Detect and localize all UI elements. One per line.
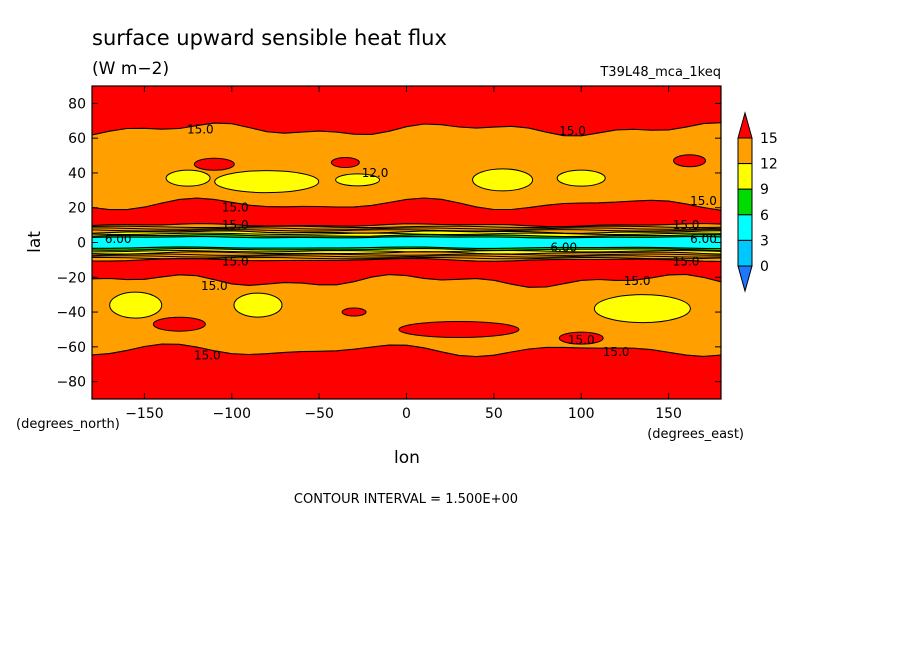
equatorial-contour-line: [92, 256, 721, 260]
x-tick-label: 50: [485, 406, 503, 422]
x-axis: −150 −100 −50 0 50 100 150: [125, 86, 682, 422]
band-equator: [92, 235, 721, 250]
equatorial-contour-line: [92, 253, 721, 256]
colorbar-label: 12: [760, 157, 778, 173]
contour-value-label: 15.0: [624, 274, 651, 288]
contour-value-label: 12.0: [362, 166, 389, 180]
colorbar-label: 6: [760, 208, 769, 224]
contour-value-label: 6.00: [550, 241, 577, 255]
sh-blob-yellow: [233, 292, 283, 318]
colorbar-segment: [737, 188, 753, 216]
equatorial-contour-line: [92, 225, 721, 229]
contour-blobs: [109, 154, 707, 345]
colorbar-label: 9: [760, 182, 769, 198]
y-axis-label: lat: [25, 231, 45, 253]
colorbar-segment: [737, 214, 753, 241]
contour-value-label: 15.0: [194, 349, 221, 363]
y-tick-label: 60: [68, 131, 86, 147]
y-tick-label: −20: [56, 270, 86, 286]
contour-value-label: 15.0: [201, 279, 228, 293]
nh-blob-red: [330, 157, 360, 169]
nh-blob-yellow: [335, 173, 381, 187]
colorbar-legend: 15 12 9 6 3 0: [737, 111, 778, 293]
nh-blob-red: [673, 154, 707, 168]
contour-bands: [92, 122, 721, 358]
contour-value-label: 15.0: [690, 194, 717, 208]
equatorial-contour-line: [92, 255, 721, 258]
contour-interval-note: CONTOUR INTERVAL = 1.500E+00: [294, 492, 518, 507]
contour-labels: 15.0 15.012.015.0 15.015.015.06.006.006.00…: [105, 122, 717, 362]
contour-value-label: 15.0: [187, 122, 214, 136]
contour-value-label: 15.0: [222, 201, 249, 215]
contour-field: 15.0 15.012.015.0 15.015.015.06.006.006.00…: [92, 86, 721, 399]
x-tick-label: 100: [568, 406, 595, 422]
y-axis: 80 60 40 20 0 −20 −40 −60 −80: [56, 96, 721, 391]
contour-value-label: 15.0: [222, 218, 249, 232]
contour-value-label: 6.00: [105, 232, 132, 246]
sh-blob-red: [558, 331, 604, 345]
equatorial-contour-line: [92, 232, 721, 236]
sh-blob-red: [341, 307, 367, 317]
colorbar-arrow-low: [737, 265, 753, 293]
colorbar-segment: [737, 239, 753, 267]
y-tick-label: −80: [56, 375, 86, 391]
equatorial-contour-line: [92, 249, 721, 253]
x-axis-label: lon: [394, 448, 420, 468]
equatorial-contour-line: [92, 227, 721, 230]
colorbar-label: 3: [760, 233, 769, 249]
y-tick-label: 0: [77, 236, 86, 252]
nh-blob-yellow: [165, 169, 211, 187]
equatorial-contour-line: [92, 229, 721, 232]
contour-value-label: 15.0: [568, 333, 595, 347]
x-tick-label: −150: [125, 406, 163, 422]
x-tick-label: −100: [213, 406, 251, 422]
y-tick-label: 80: [68, 96, 86, 112]
colorbar-segment: [737, 163, 753, 190]
contour-value-label: 15.0: [222, 255, 249, 269]
chart-title: surface upward sensible heat flux: [92, 26, 447, 50]
contour-value-label: 15.0: [603, 345, 630, 359]
x-units-label: (degrees_east): [647, 427, 744, 442]
colorbar-label: 15: [760, 131, 778, 147]
nh-blob-yellow: [472, 168, 534, 192]
sh-blob-red: [152, 316, 206, 332]
colorbar-segment: [737, 137, 753, 165]
nh-blob-yellow: [214, 170, 320, 194]
contour-value-label: 15.0: [559, 124, 586, 138]
nh-blob-red: [193, 157, 235, 171]
sh-blob-yellow: [109, 291, 163, 319]
x-tick-label: −50: [304, 406, 334, 422]
y-units-label: (degrees_north): [16, 417, 120, 432]
x-tick-label: 0: [402, 406, 411, 422]
y-tick-label: 20: [68, 201, 86, 217]
contour-value-label: 15.0: [673, 255, 700, 269]
contour-value-label: 15.0: [673, 218, 700, 232]
contour-value-label: 6.00: [690, 232, 717, 246]
nh-blob-yellow: [556, 169, 606, 187]
x-tick-label: 150: [655, 406, 682, 422]
run-label: T39L48_mca_1keq: [599, 65, 721, 80]
y-tick-label: −60: [56, 340, 86, 356]
sh-blob-red: [398, 320, 520, 338]
y-tick-label: −40: [56, 305, 86, 321]
colorbar-arrow-high: [737, 111, 753, 139]
y-tick-label: 40: [68, 166, 86, 182]
sh-blob-yellow: [593, 294, 691, 324]
colorbar-label: 0: [760, 259, 769, 275]
units-label: (W m−2): [92, 59, 169, 79]
